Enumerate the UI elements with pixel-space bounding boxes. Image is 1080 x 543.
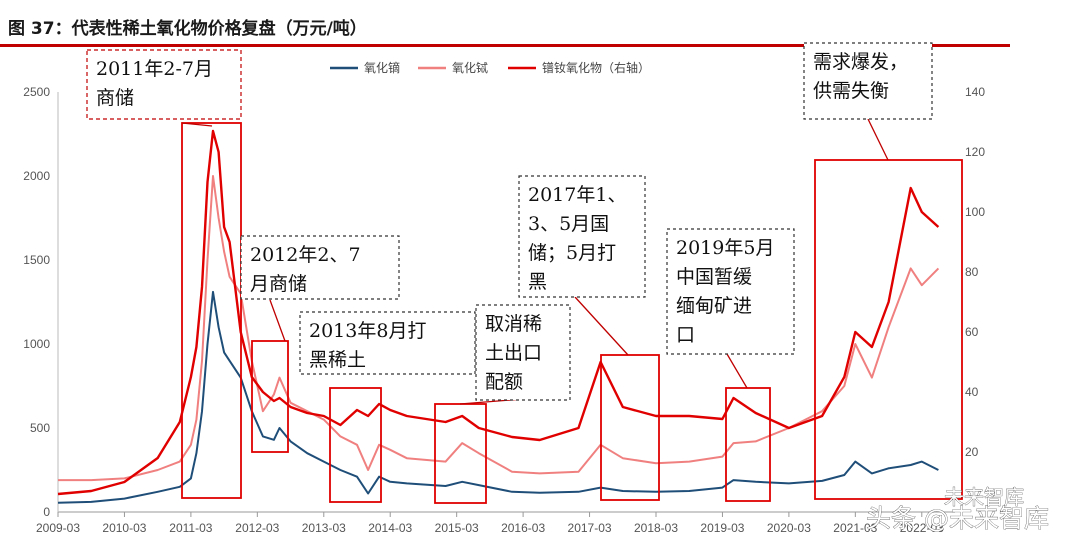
annotation-leader bbox=[726, 353, 748, 389]
x-tick-label: 2010-03 bbox=[102, 521, 146, 535]
chart-title: 图 37：代表性稀土氧化物价格复盘（万元/吨） bbox=[8, 19, 367, 39]
y-tick-label-left: 1000 bbox=[23, 337, 50, 351]
highlight-box bbox=[600, 354, 660, 501]
watermark-bottom: 头条 @未来智库 bbox=[866, 504, 1049, 533]
series-line-1 bbox=[57, 290, 939, 504]
highlight-box bbox=[329, 387, 382, 503]
annotation-text: 2019年5月中国暂缓缅甸矿进口 bbox=[676, 237, 774, 346]
x-tick-label: 2014-03 bbox=[368, 521, 412, 535]
x-tick-label: 2019-03 bbox=[700, 521, 744, 535]
legend-label: 镨钕氧化物（右轴） bbox=[542, 60, 650, 75]
annotation-box bbox=[475, 304, 571, 401]
annotation-box bbox=[518, 175, 646, 298]
x-tick-label: 2012-03 bbox=[235, 521, 279, 535]
highlight-box bbox=[814, 159, 963, 500]
annotation-box bbox=[86, 49, 242, 120]
legend-label: 氧化镝 bbox=[364, 60, 400, 75]
highlight-box bbox=[725, 387, 771, 502]
annotation-leader bbox=[867, 118, 889, 161]
x-tick-label: 2018-03 bbox=[634, 521, 678, 535]
annotation-leader bbox=[574, 296, 629, 356]
x-tick-label: 2016-03 bbox=[501, 521, 545, 535]
y-tick-label-right: 60 bbox=[965, 325, 979, 339]
y-tick-label-right: 100 bbox=[965, 205, 985, 219]
watermark-top: 未来智库 bbox=[944, 485, 1024, 509]
annotation-text: 2012年2、7 月商储 bbox=[250, 244, 361, 295]
annotation-box bbox=[666, 228, 795, 355]
x-tick-label: 2013-03 bbox=[302, 521, 346, 535]
annotation-text: 2017年1、 3、5月国储；5月打黑 bbox=[528, 184, 626, 293]
highlight-box bbox=[181, 122, 242, 499]
annotation-text: 2013年8月打黑稀土 bbox=[309, 320, 426, 371]
y-tick-label-left: 2000 bbox=[23, 169, 50, 183]
annotation-leader bbox=[269, 299, 286, 342]
annotation-text: 2011年2-7月商储 bbox=[96, 58, 213, 109]
x-tick-label: 2017-03 bbox=[568, 521, 612, 535]
x-tick-label: 2022-03 bbox=[900, 521, 944, 535]
annotation-text: 需求爆发，供需失衡 bbox=[813, 51, 908, 102]
x-tick-label: 2009-03 bbox=[36, 521, 80, 535]
annotation-box bbox=[803, 42, 933, 120]
y-tick-label-right: 80 bbox=[965, 265, 979, 279]
highlight-box bbox=[251, 340, 289, 453]
x-tick-label: 2015-03 bbox=[435, 521, 479, 535]
y-tick-label-right: 40 bbox=[965, 385, 979, 399]
x-tick-label: 2011-03 bbox=[169, 521, 212, 535]
title-rule bbox=[0, 44, 1010, 47]
annotation-box bbox=[240, 235, 400, 300]
y-tick-label-left: 0 bbox=[43, 505, 50, 519]
series-line-3 bbox=[57, 129, 940, 496]
legend-label: 氧化铽 bbox=[452, 60, 488, 75]
y-tick-label-right: 120 bbox=[965, 145, 985, 159]
y-tick-label-right: 140 bbox=[965, 85, 985, 99]
y-tick-label-left: 2500 bbox=[23, 85, 50, 99]
x-tick-label: 2020-03 bbox=[767, 521, 811, 535]
annotation-text: 取消稀土出口配额 bbox=[485, 313, 542, 393]
annotation-box bbox=[299, 311, 476, 375]
y-tick-label-right: 20 bbox=[965, 445, 979, 459]
y-tick-label-left: 1500 bbox=[23, 253, 50, 267]
annotation-leader bbox=[181, 122, 213, 127]
y-tick-label-left: 500 bbox=[30, 421, 50, 435]
x-tick-label: 2021-03 bbox=[833, 521, 877, 535]
